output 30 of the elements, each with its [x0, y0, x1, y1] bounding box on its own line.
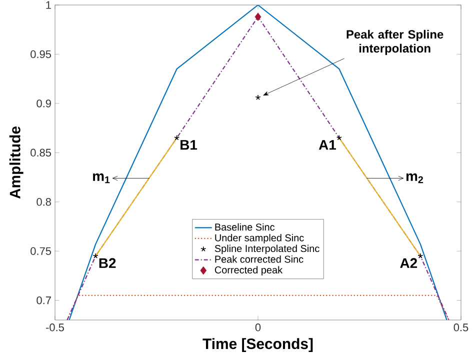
y-tick-label: 0.7: [36, 296, 51, 304]
point: [92, 253, 98, 258]
annotation: Peak after Spline interpolation: [346, 30, 444, 55]
legend-label: Peak corrected Sinc: [215, 255, 304, 263]
y-tick-label: 0.85: [30, 148, 52, 157]
point: [418, 253, 424, 258]
y-axis-title: Amplitude: [9, 126, 24, 199]
x-tick-label: -0.5: [46, 324, 64, 332]
point: [336, 135, 342, 140]
y-tick-label: 1: [46, 1, 51, 9]
x-axis-title: Time [Seconds]: [202, 338, 313, 352]
y-tick-label: 0.9: [36, 100, 51, 108]
legend-label: Spline Interpolated Sinc: [214, 244, 320, 254]
legend-label: Under sampled Sinc: [215, 234, 304, 244]
y-tick-label: 0.75: [30, 247, 52, 255]
point: [174, 135, 180, 140]
point: [255, 94, 261, 100]
y-tick-label: 0.95: [30, 50, 52, 58]
y-tick-label: 0.8: [36, 198, 51, 206]
legend-label: Corrected peak: [214, 266, 283, 276]
annotation: B1: [180, 140, 198, 150]
point: [254, 12, 262, 21]
annotation: A1: [318, 140, 336, 150]
annotation: m$_{2}$: [406, 173, 423, 184]
x-tick-label: 0: [255, 324, 261, 332]
legend-label: Baseline Sinc: [215, 223, 275, 231]
annotation: m$_{1}$: [93, 173, 110, 184]
annotation: B2: [99, 258, 116, 268]
annotation: A2: [400, 258, 418, 268]
x-tick-label: 0.5: [454, 324, 468, 332]
